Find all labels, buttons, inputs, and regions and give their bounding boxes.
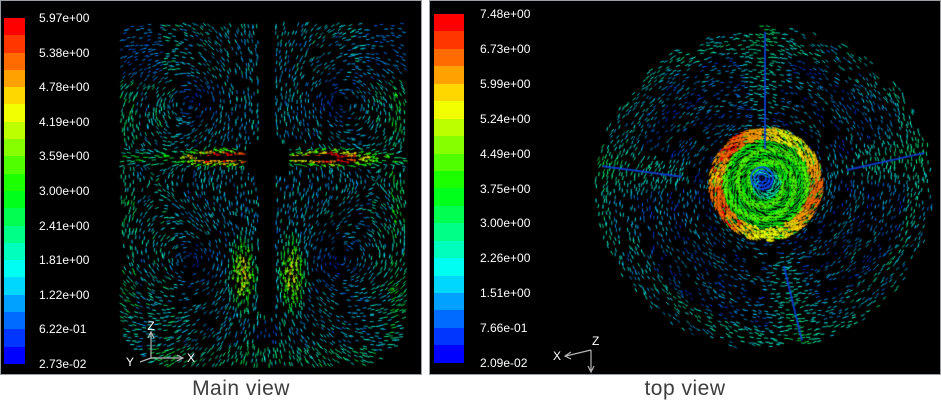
axis-label-y: Y bbox=[126, 355, 134, 369]
colorbar-band bbox=[4, 346, 25, 364]
main-view-panel: Z Y X 5.97e+00 5.38e+00 4.78e+00 4.19e+00 3.… bbox=[0, 0, 422, 375]
legend-tick-label: 7.48e+00 bbox=[480, 7, 531, 21]
colorbar-band bbox=[4, 121, 25, 140]
legend-tick-label: 4.78e+00 bbox=[39, 80, 90, 95]
colorbar-band bbox=[434, 66, 464, 84]
colorbar-band bbox=[434, 101, 464, 119]
top-view-caption: top view bbox=[644, 377, 726, 400]
legend-tick-label: 5.99e+00 bbox=[480, 76, 531, 91]
top-view-panel: Z X 7.48e+00 6.73e+00 5.99e+00 5.24e+00 4.49… bbox=[429, 0, 941, 375]
colorbar-band bbox=[4, 104, 25, 122]
colorbar-band bbox=[4, 87, 25, 105]
colorbar-band bbox=[4, 294, 25, 313]
main-view-vector-field-canvas bbox=[1, 1, 421, 374]
colorbar-band bbox=[434, 223, 464, 241]
colorbar-band bbox=[434, 136, 464, 154]
legend-tick-label: 3.00e+00 bbox=[480, 216, 531, 231]
colorbar-band bbox=[4, 69, 25, 88]
legend-tick-label: 6.73e+00 bbox=[480, 41, 531, 56]
axis-label-x: X bbox=[553, 349, 561, 363]
legend-tick-label: 2.41e+00 bbox=[39, 218, 90, 233]
colorbar-band bbox=[434, 293, 464, 311]
colorbar-band bbox=[434, 48, 464, 67]
legend-tick-label: 5.38e+00 bbox=[39, 45, 90, 60]
colorbar-band bbox=[434, 31, 464, 49]
colorbar-band bbox=[4, 18, 25, 36]
colorbar-band bbox=[434, 310, 464, 328]
colorbar-band bbox=[4, 139, 25, 157]
legend-tick-label: 7.66e-01 bbox=[480, 321, 528, 336]
legend-tick-label: 1.22e+00 bbox=[39, 287, 90, 302]
legend-tick-label: 4.19e+00 bbox=[39, 114, 90, 129]
colorbar-band bbox=[4, 329, 25, 347]
colorbar-band bbox=[4, 190, 25, 209]
colorbar-band bbox=[434, 170, 464, 189]
axis-label-z: Z bbox=[592, 334, 599, 348]
colorbar-band bbox=[434, 275, 464, 293]
colorbar-band bbox=[4, 277, 25, 295]
top-view-colorbar bbox=[434, 14, 464, 363]
legend-tick-label: 2.26e+00 bbox=[480, 251, 531, 266]
colorbar-band bbox=[4, 208, 25, 226]
top-view-axis-triad-icon: Z X bbox=[553, 334, 599, 374]
legend-tick-label: 2.73e-02 bbox=[39, 357, 87, 371]
legend-tick-label: 5.24e+00 bbox=[480, 111, 531, 126]
colorbar-band bbox=[4, 225, 25, 243]
legend-tick-label: 3.59e+00 bbox=[39, 149, 90, 164]
colorbar-band bbox=[4, 173, 25, 191]
colorbar-band bbox=[4, 260, 25, 278]
main-view-caption: Main view bbox=[192, 377, 290, 400]
colorbar-band bbox=[434, 188, 464, 206]
legend-tick-label: 5.97e+00 bbox=[39, 11, 90, 25]
colorbar-band bbox=[4, 242, 25, 261]
colorbar-band bbox=[434, 345, 464, 363]
colorbar-band bbox=[4, 312, 25, 330]
legend-tick-label: 3.75e+00 bbox=[480, 181, 531, 196]
colorbar-band bbox=[434, 240, 464, 259]
colorbar-band bbox=[4, 35, 25, 53]
legend-tick-label: 4.49e+00 bbox=[480, 146, 531, 161]
legend-tick-label: 1.81e+00 bbox=[39, 253, 90, 268]
colorbar-band bbox=[434, 14, 464, 32]
colorbar-band bbox=[4, 156, 25, 174]
colorbar-band bbox=[434, 153, 464, 171]
legend-tick-label: 2.09e-02 bbox=[480, 356, 528, 370]
legend-tick-label: 1.51e+00 bbox=[480, 286, 531, 301]
legend-tick-label: 6.22e-01 bbox=[39, 322, 87, 337]
main-view-colorbar bbox=[4, 18, 25, 364]
top-view-vector-field-canvas bbox=[430, 1, 940, 374]
colorbar-band bbox=[434, 258, 464, 276]
colorbar-band bbox=[434, 327, 464, 346]
colorbar-band bbox=[434, 118, 464, 137]
colorbar-band bbox=[434, 205, 464, 224]
axis-label-x: X bbox=[187, 351, 195, 365]
legend-tick-label: 3.00e+00 bbox=[39, 184, 90, 198]
axis-label-z: Z bbox=[147, 319, 154, 333]
colorbar-band bbox=[434, 83, 464, 102]
main-view-axis-triad-icon: Z Y X bbox=[126, 319, 195, 369]
colorbar-band bbox=[4, 52, 25, 70]
